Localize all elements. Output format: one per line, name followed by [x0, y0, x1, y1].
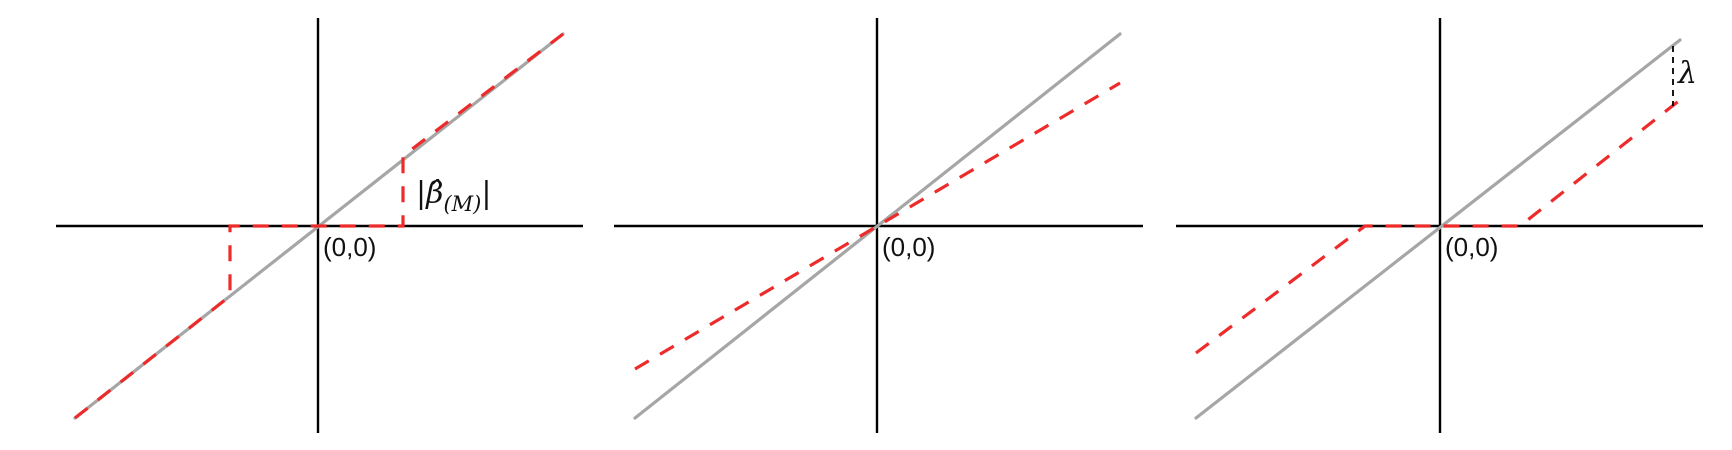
subscript-close: ) [472, 192, 481, 216]
hard-threshold-line [74, 32, 564, 420]
panel-soft-threshold: λ (0,0) [1176, 18, 1703, 433]
panel-ridge-shrinkage: (0,0) [614, 18, 1143, 433]
abs-bar-right: | [481, 176, 491, 211]
origin-label: (0,0) [882, 232, 935, 262]
beta-threshold-label: |β̂(M)| [416, 176, 491, 216]
subscript-var: M [451, 192, 474, 216]
subscript-open: ( [443, 192, 452, 216]
identity-line [1194, 38, 1682, 420]
origin-label: (0,0) [1445, 232, 1498, 262]
beta-hat-symbol: β̂ [425, 176, 443, 211]
soft-threshold-line [1195, 98, 1681, 355]
origin-label: (0,0) [323, 232, 376, 262]
abs-bar-left: | [416, 176, 426, 211]
panel-hard-threshold: (0,0) |β̂(M)| [56, 18, 583, 433]
lambda-label: λ [1677, 56, 1697, 91]
identity-line [633, 32, 1122, 420]
ridge-shrinkage-line [634, 81, 1121, 371]
